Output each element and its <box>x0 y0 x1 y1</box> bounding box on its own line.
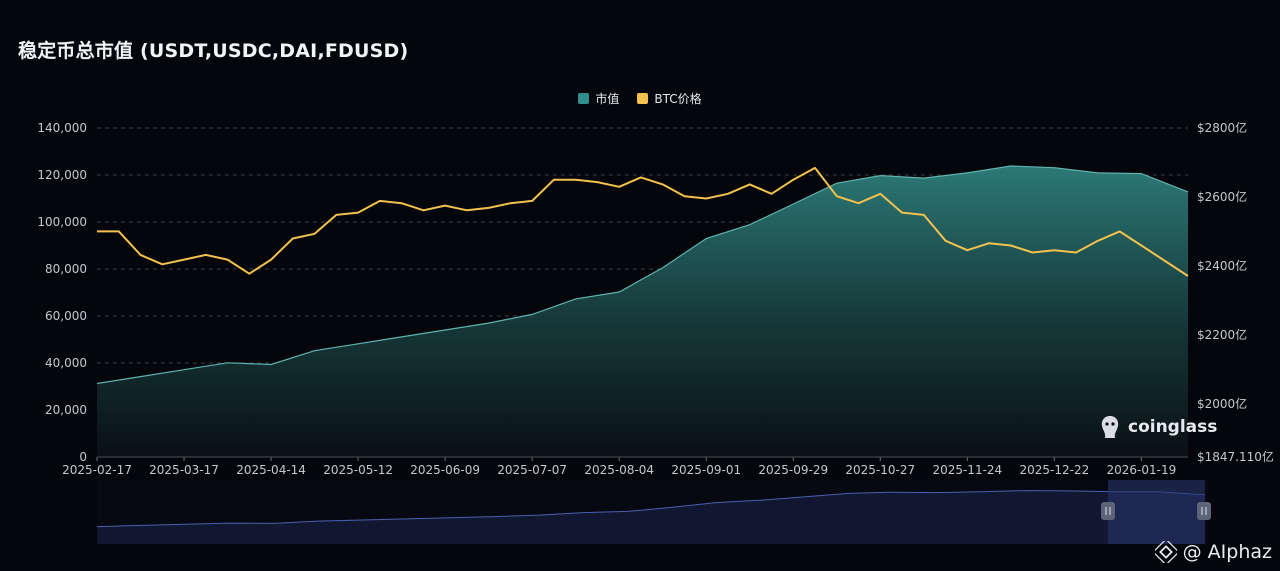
chart-legend: 市值 BTC价格 <box>0 90 1280 107</box>
legend-label-btc-price: BTC价格 <box>654 92 702 106</box>
navigator-handle-body <box>1101 502 1115 520</box>
legend-item-market-cap[interactable]: 市值 <box>578 90 619 107</box>
x-tick-label: 2025-09-01 <box>671 463 741 477</box>
navigator-handle-body <box>1197 502 1211 520</box>
navigator-area <box>97 490 1205 544</box>
navigator-line <box>96 490 1206 528</box>
navigator-selection <box>1108 480 1205 544</box>
legend-item-btc-price[interactable]: BTC价格 <box>637 90 702 107</box>
x-tick-label: 2025-10-27 <box>845 463 915 477</box>
left-tick-label: 40,000 <box>45 356 87 370</box>
left-tick-label: 120,000 <box>37 168 87 182</box>
binance-diamond-icon <box>1154 541 1177 563</box>
market-cap-area-fill <box>97 166 1188 457</box>
x-tick-label: 2025-05-12 <box>323 463 393 477</box>
left-tick-label: 60,000 <box>45 309 87 323</box>
legend-label-market-cap: 市值 <box>595 92 620 106</box>
right-axis: $1847.110亿 $2000亿 $2200亿 $2400亿 $2600亿 $2800亿 <box>1197 120 1274 464</box>
watermark: @ AIphaz <box>1154 541 1272 563</box>
right-tick-label: $2400亿 <box>1197 258 1247 273</box>
left-tick-label: 20,000 <box>45 403 87 417</box>
coinglass-icon <box>1101 416 1119 438</box>
x-tick-label: 2025-03-17 <box>149 463 219 477</box>
legend-swatch-market-cap <box>578 93 590 104</box>
navigator-handle[interactable] <box>1101 502 1115 520</box>
left-axis: 0 20,000 40,000 60,000 80,000 100,000 120,000 1… <box>37 121 87 464</box>
market-cap-area-edge <box>96 165 1189 385</box>
x-tick-label: 2025-11-24 <box>932 463 1002 477</box>
right-tick-label: $1847.110亿 <box>1197 449 1274 464</box>
x-tick-label: 2025-06-09 <box>410 463 480 477</box>
x-tick-label: 2026-01-19 <box>1107 463 1177 477</box>
market-cap-area <box>96 165 1189 457</box>
right-tick-label: $2200亿 <box>1197 327 1247 342</box>
right-tick-label: $2000亿 <box>1197 396 1247 411</box>
btc-price-line <box>97 166 1189 277</box>
x-axis: 2025-02-17 2025-03-17 2025-04-14 2025-05-12… <box>62 456 1188 477</box>
coinglass-text: coinglass <box>1128 417 1218 437</box>
range-navigator[interactable] <box>96 480 1211 544</box>
btc-price-path <box>97 166 1189 277</box>
chart-title: 稳定币总市值 (USDT,USDC,DAI,FDUSD) <box>18 40 409 62</box>
right-tick-label: $2600亿 <box>1197 189 1247 204</box>
navigator-handle[interactable] <box>1197 502 1211 520</box>
left-tick-label: 80,000 <box>45 262 87 276</box>
x-tick-label: 2025-07-07 <box>497 463 567 477</box>
legend-swatch-btc-price <box>637 93 649 104</box>
left-tick-label: 0 <box>79 450 87 464</box>
x-tick-label: 2025-12-22 <box>1019 463 1089 477</box>
x-tick-label: 2025-08-04 <box>584 463 654 477</box>
right-tick-label: $2800亿 <box>1197 120 1247 135</box>
x-tick-label: 2025-04-14 <box>236 463 306 477</box>
watermark-text: @ AIphaz <box>1182 541 1272 563</box>
x-tick-label: 2025-02-17 <box>62 463 132 477</box>
x-tick-label: 2025-09-29 <box>758 463 828 477</box>
left-tick-label: 100,000 <box>37 215 87 229</box>
coinglass-logo: coinglass <box>1098 414 1217 440</box>
left-tick-label: 140,000 <box>37 121 87 135</box>
